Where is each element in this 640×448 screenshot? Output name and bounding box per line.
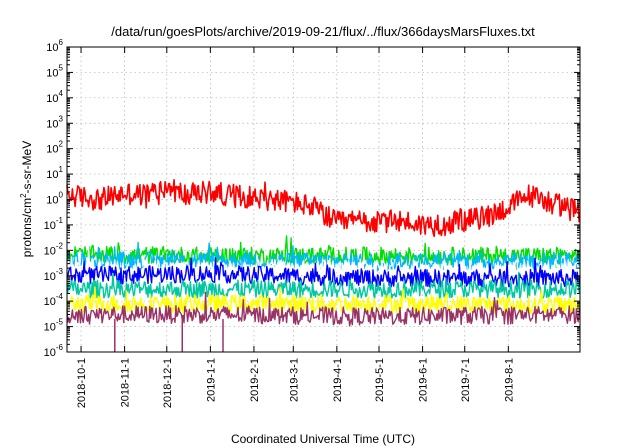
series-line <box>66 235 581 266</box>
x-axis: 2018-10-1 2018-11-1 2018-12-1 2019-1-1 2019-… <box>76 47 515 408</box>
x-tick-label: 2019-2-1 <box>249 358 261 402</box>
y-tick-label: 102 <box>46 140 63 156</box>
y-tick-label: 10-4 <box>44 292 64 308</box>
grid <box>67 47 580 352</box>
x-tick-label: 2019-8-1 <box>503 358 515 402</box>
y-tick-label: 10-2 <box>44 241 64 257</box>
x-tick-label: 2018-12-1 <box>162 358 174 408</box>
y-tick-label: 105 <box>46 63 63 79</box>
x-tick-label: 2019-3-1 <box>288 358 300 402</box>
x-tick-label: 2019-4-1 <box>332 358 344 402</box>
y-tick-label: 103 <box>46 114 63 130</box>
y-tick-label: 10-6 <box>44 343 64 359</box>
y-axis-label: protons/cm2-s-sr-MeV <box>19 141 34 257</box>
y-tick-label: 101 <box>46 165 63 181</box>
x-tick-label: 2018-10-1 <box>76 358 88 408</box>
y-tick-label: 104 <box>46 89 63 105</box>
series-line <box>66 291 581 327</box>
y-axis-label-suffix: -s-sr-MeV <box>20 141 34 194</box>
y-tick-label: 10-1 <box>44 216 64 232</box>
chart-title: /data/run/goesPlots/archive/2019-09-21/f… <box>111 24 535 39</box>
y-axis-label-sup: 2 <box>19 193 28 198</box>
x-tick-label: 2019-5-1 <box>374 358 386 402</box>
x-axis-label: Coordinated Universal Time (UTC) <box>231 432 415 446</box>
series-line <box>66 271 581 299</box>
y-axis: 106 105 104 103 102 101 100 10-1 10-2 10-3 10-4 10-… <box>44 38 580 359</box>
y-tick-label: 106 <box>46 38 63 54</box>
x-tick-label: 2019-1-1 <box>205 358 217 402</box>
x-tick-label: 2019-7-1 <box>460 358 472 402</box>
series-layer <box>66 179 581 352</box>
x-tick-label: 2019-6-1 <box>418 358 430 402</box>
y-tick-label: 10-5 <box>44 318 64 334</box>
x-tick-label: 2018-11-1 <box>120 358 132 407</box>
y-tick-label: 10-3 <box>44 267 64 283</box>
y-tick-label: 100 <box>46 191 63 207</box>
y-axis-label-prefix: protons/cm <box>20 198 34 257</box>
series-line <box>66 179 580 238</box>
